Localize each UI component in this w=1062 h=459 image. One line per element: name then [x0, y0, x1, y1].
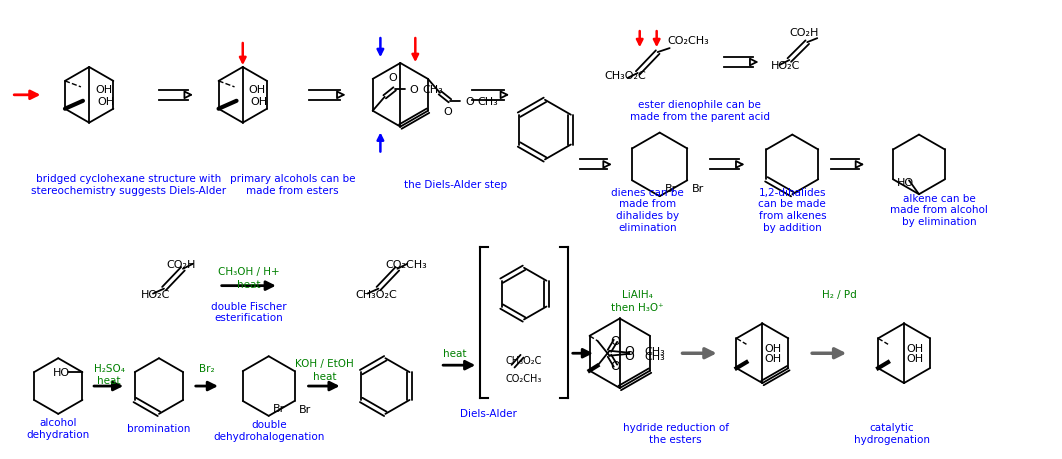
Text: CH₃O₂C: CH₃O₂C: [356, 289, 397, 299]
Text: O: O: [444, 106, 452, 117]
Text: OH: OH: [95, 84, 112, 95]
Text: bromination: bromination: [127, 423, 191, 433]
Text: O: O: [611, 359, 620, 372]
Text: then H₃O⁺: then H₃O⁺: [612, 302, 664, 312]
Text: Br: Br: [692, 184, 704, 194]
Text: ester dienophile can be
made from the parent acid: ester dienophile can be made from the pa…: [630, 100, 770, 121]
Text: the Diels-Alder step: the Diels-Alder step: [404, 180, 507, 190]
Text: CH₃: CH₃: [645, 351, 665, 361]
Text: H₂SO₄: H₂SO₄: [93, 364, 124, 373]
Text: KOH / EtOH: KOH / EtOH: [295, 358, 354, 369]
Text: catalytic
hydrogenation: catalytic hydrogenation: [854, 422, 930, 443]
Text: CH₃OH / H+: CH₃OH / H+: [218, 266, 279, 276]
Text: CH₃: CH₃: [645, 346, 665, 356]
Text: CO₂CH₃: CO₂CH₃: [668, 36, 709, 46]
Text: alcohol
dehydration: alcohol dehydration: [27, 417, 90, 439]
Text: HO₂C: HO₂C: [771, 61, 801, 71]
Text: O: O: [624, 345, 634, 358]
Text: heat: heat: [444, 348, 467, 358]
Text: heat: heat: [313, 371, 337, 381]
Text: HO₂C: HO₂C: [141, 289, 170, 299]
Text: alkene can be
made from alcohol
by elimination: alkene can be made from alcohol by elimi…: [890, 193, 988, 226]
Text: hydride reduction of
the esters: hydride reduction of the esters: [622, 422, 729, 443]
Text: Br: Br: [273, 403, 285, 413]
Text: HO: HO: [53, 367, 70, 377]
Text: dienes can be
made from
dihalides by
elimination: dienes can be made from dihalides by eli…: [612, 187, 684, 232]
Text: Br: Br: [665, 184, 676, 194]
Text: Diels-Alder: Diels-Alder: [460, 408, 516, 418]
Text: Br₂: Br₂: [199, 364, 215, 373]
Text: O: O: [624, 349, 634, 363]
Text: OH: OH: [906, 343, 923, 353]
Text: LiAlH₄: LiAlH₄: [622, 289, 653, 299]
Text: OH: OH: [97, 96, 114, 106]
Text: CH₃: CH₃: [423, 84, 443, 95]
Text: double
dehydrohalogenation: double dehydrohalogenation: [213, 419, 324, 441]
Text: primary alcohols can be
made from esters: primary alcohols can be made from esters: [229, 174, 356, 196]
Text: O: O: [465, 96, 474, 106]
Text: O: O: [611, 335, 620, 347]
Text: double Fischer
esterification: double Fischer esterification: [211, 301, 287, 323]
Text: OH: OH: [249, 84, 266, 95]
Text: CH₃: CH₃: [478, 96, 498, 106]
Text: CO₂CH₃: CO₂CH₃: [506, 373, 543, 383]
Text: CO₂H: CO₂H: [166, 259, 195, 269]
Text: OH: OH: [251, 96, 268, 106]
Text: O: O: [410, 84, 418, 95]
Text: CH₃O₂C: CH₃O₂C: [506, 355, 543, 365]
Text: Br: Br: [298, 404, 311, 414]
Text: CO₂CH₃: CO₂CH₃: [386, 259, 427, 269]
Text: OH: OH: [765, 343, 782, 353]
Text: heat: heat: [98, 375, 121, 385]
Text: heat: heat: [237, 279, 260, 289]
Text: O: O: [389, 73, 397, 83]
Text: HO: HO: [897, 178, 914, 188]
Text: bridged cyclohexane structure with
stereochemistry suggests Diels-Alder: bridged cyclohexane structure with stere…: [32, 174, 226, 196]
Text: 1,2-dihalides
can be made
from alkenes
by addition: 1,2-dihalides can be made from alkenes b…: [758, 187, 826, 232]
Text: CH₃O₂C: CH₃O₂C: [604, 71, 647, 81]
Text: CO₂H: CO₂H: [789, 28, 819, 38]
Text: OH: OH: [765, 353, 782, 364]
Text: H₂ / Pd: H₂ / Pd: [822, 289, 857, 299]
Text: OH: OH: [906, 353, 923, 364]
